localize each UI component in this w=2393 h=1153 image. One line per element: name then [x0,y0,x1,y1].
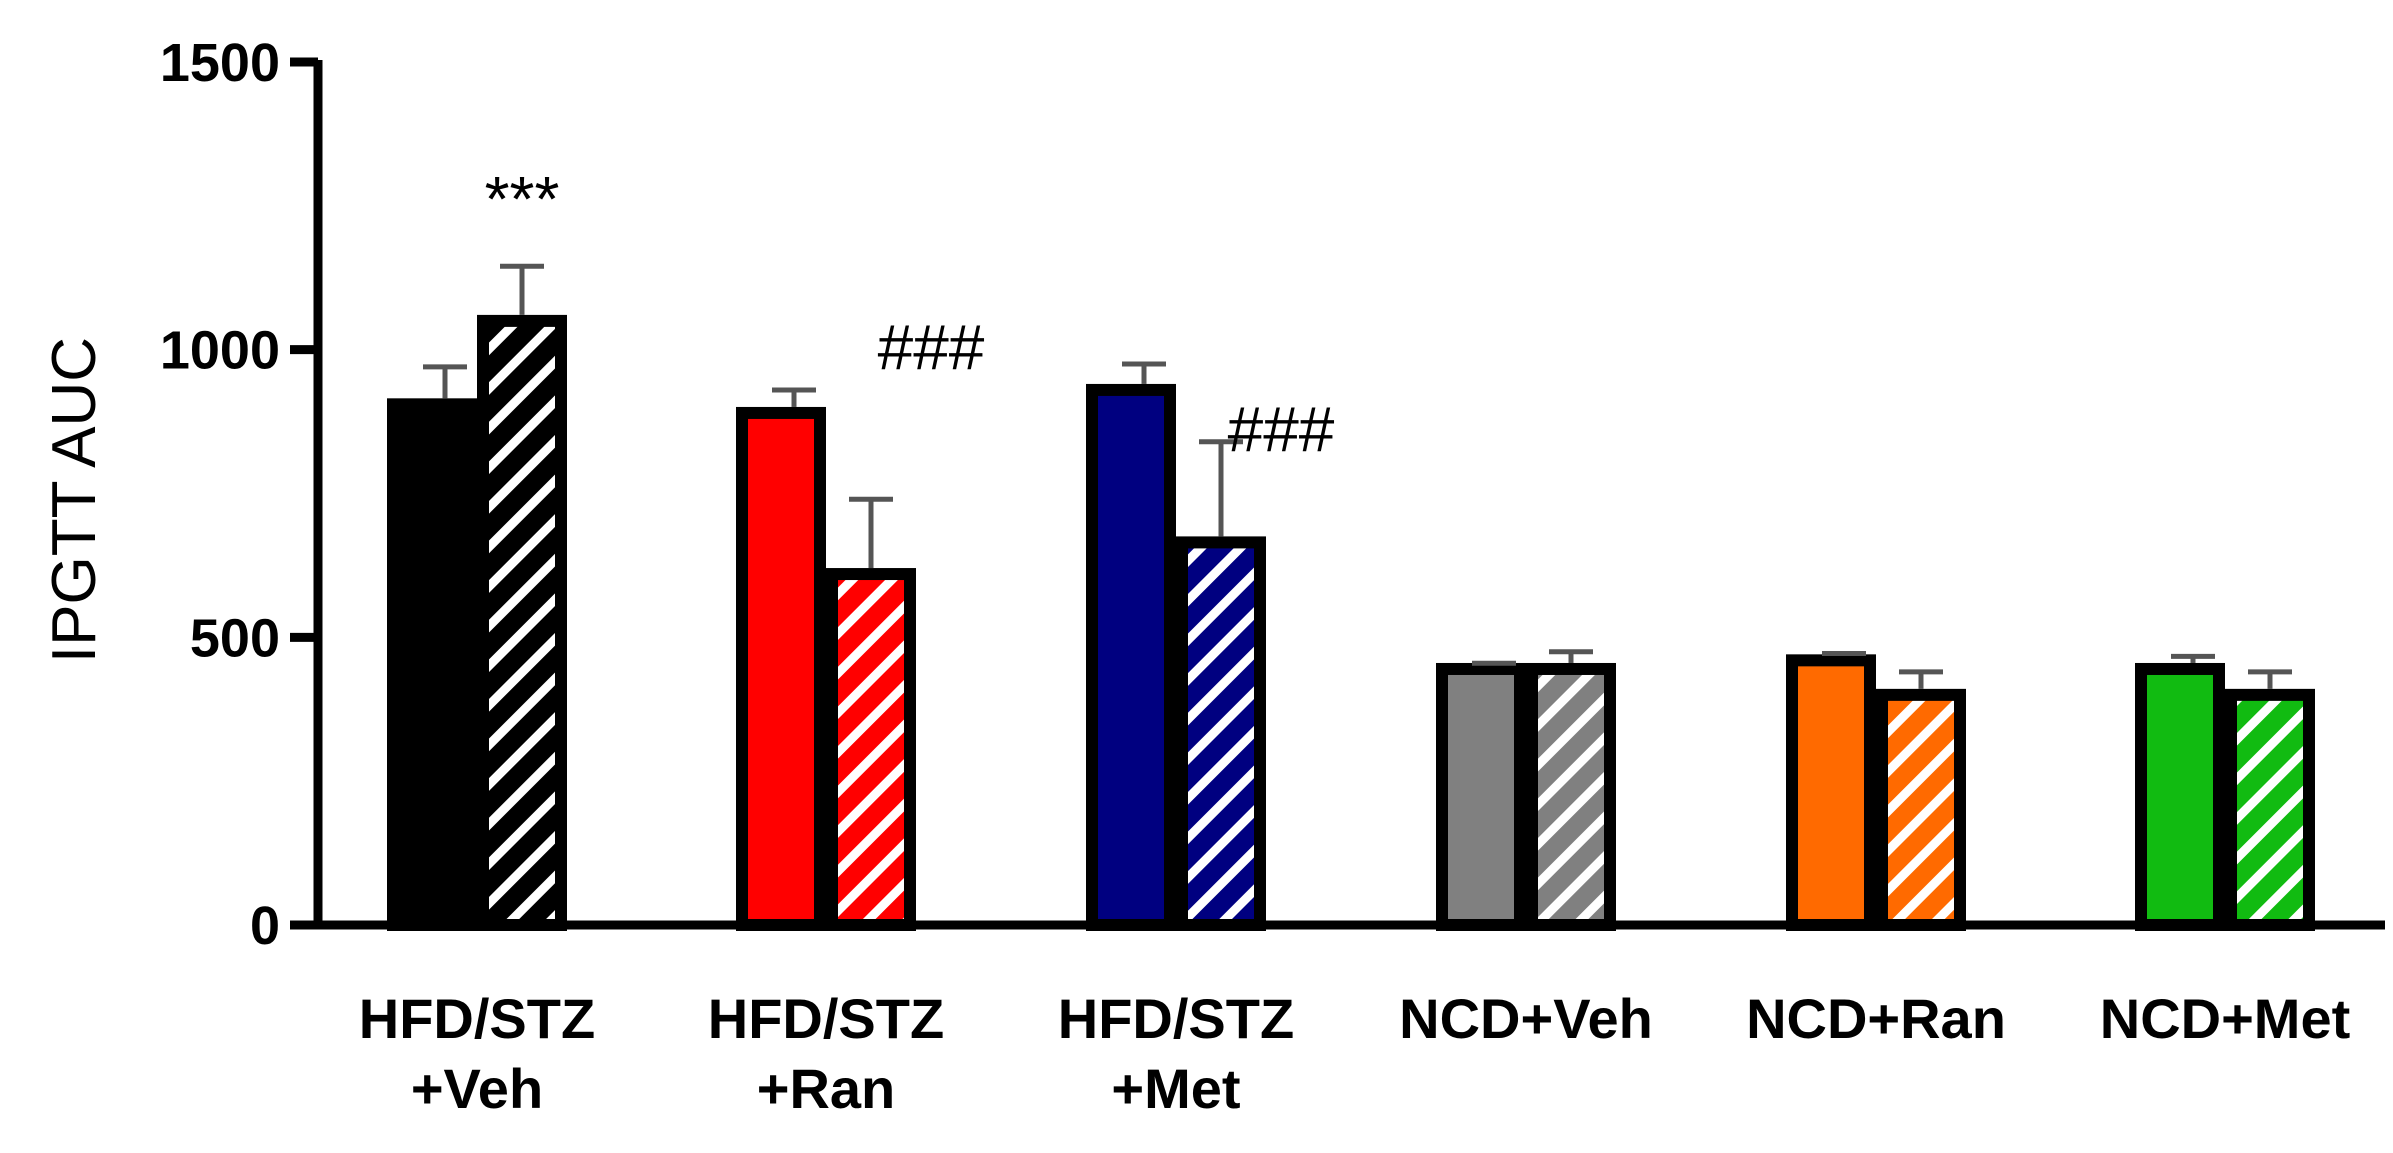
error-bars-layer [423,263,2292,689]
category-label-0-line-0: HFD/STZ [359,987,595,1050]
bar-g2-s1 [1176,536,1266,931]
y-tick-label-1: 500 [190,608,280,668]
y-axis-title: IPGTT AUC [40,337,109,663]
bar-g2-s0 [1086,383,1176,931]
significance-annotation-0: *** [485,163,560,235]
y-axis-title-group: IPGTT AUC [40,337,109,663]
axes-layer [290,57,2385,930]
category-label-2-line-0: HFD/STZ [1058,987,1294,1050]
category-label-4-line-0: NCD+Ran [1746,987,2006,1050]
category-label-1-line-1: +Ran [757,1057,896,1120]
bar-g3-s0 [1436,662,1526,932]
bar-g5-s1 [2225,688,2315,931]
significance-annotation-1: ### [878,311,985,383]
bar-g4-s1 [1876,688,1966,931]
labels-layer: 0 500 1000 1500 HFD/STZ +Veh HFD/STZ +Ran HFD/ST… [160,33,2350,1120]
bar-g0-s0 [387,398,477,932]
y-tick-label-2: 1000 [160,321,280,381]
category-label-5-line-0: NCD+Met [2100,987,2350,1050]
significance-annotation-2: ### [1228,394,1335,466]
bar-g3-s1 [1526,662,1616,932]
bar-g4-s0 [1786,654,1876,931]
y-tick-label-3: 1500 [160,33,280,93]
bar-g0-s1 [477,314,567,931]
category-label-0-line-1: +Veh [411,1057,543,1120]
bar-g1-s1 [826,568,916,932]
bar-g1-s0 [736,406,826,932]
category-label-3-line-0: NCD+Veh [1399,987,1653,1050]
bars-layer [387,314,2315,932]
bar-g5-s0 [2135,662,2225,932]
y-tick-label-0: 0 [250,896,280,956]
category-label-1-line-0: HFD/STZ [708,987,944,1050]
category-label-2-line-1: +Met [1111,1057,1240,1120]
